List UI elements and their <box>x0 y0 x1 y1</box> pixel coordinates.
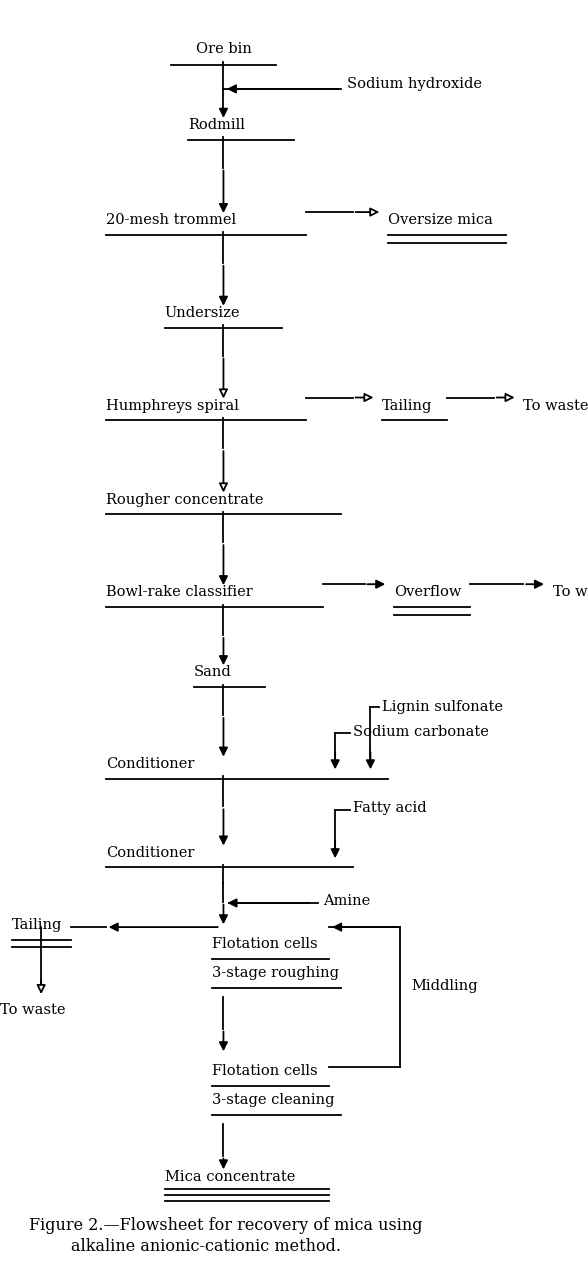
Text: Tailing: Tailing <box>12 918 62 932</box>
Text: Sodium hydroxide: Sodium hydroxide <box>347 76 482 91</box>
Text: Sand: Sand <box>194 665 232 679</box>
Text: Rougher concentrate: Rougher concentrate <box>106 493 263 507</box>
Text: alkaline anionic-cationic method.: alkaline anionic-cationic method. <box>71 1238 340 1255</box>
Text: Amine: Amine <box>323 894 370 908</box>
Text: Bowl-rake classifier: Bowl-rake classifier <box>106 585 253 599</box>
Text: To waste: To waste <box>0 1003 65 1017</box>
Text: Lignin sulfonate: Lignin sulfonate <box>382 700 503 714</box>
Text: To waste: To waste <box>523 399 588 413</box>
Text: Humphreys spiral: Humphreys spiral <box>106 399 239 413</box>
Text: Sodium carbonate: Sodium carbonate <box>353 725 489 739</box>
Text: Overflow: Overflow <box>394 585 462 599</box>
Text: Undersize: Undersize <box>165 306 240 320</box>
Text: Flotation cells: Flotation cells <box>212 937 318 951</box>
Text: 3-stage roughing: 3-stage roughing <box>212 966 339 980</box>
Text: To waste: To waste <box>553 585 588 599</box>
Text: Figure 2.—Flowsheet for recovery of mica using: Figure 2.—Flowsheet for recovery of mica… <box>29 1218 423 1234</box>
Text: Fatty acid: Fatty acid <box>353 801 426 815</box>
Text: Middling: Middling <box>412 979 478 993</box>
Text: Mica concentrate: Mica concentrate <box>165 1170 295 1184</box>
Text: Tailing: Tailing <box>382 399 433 413</box>
Text: Rodmill: Rodmill <box>188 118 245 132</box>
Text: 20-mesh trommel: 20-mesh trommel <box>106 213 236 227</box>
Text: 3-stage cleaning: 3-stage cleaning <box>212 1093 334 1107</box>
Text: Conditioner: Conditioner <box>106 846 194 860</box>
Text: Oversize mica: Oversize mica <box>388 213 493 227</box>
Text: Conditioner: Conditioner <box>106 757 194 771</box>
Text: Flotation cells: Flotation cells <box>212 1064 318 1078</box>
Text: Ore bin: Ore bin <box>195 42 252 56</box>
